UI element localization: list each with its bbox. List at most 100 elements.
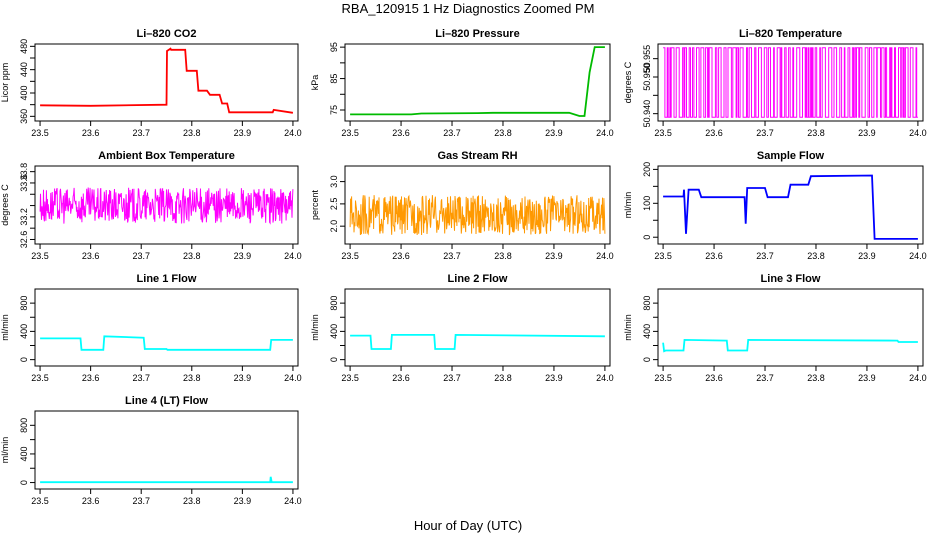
- x-tick-label: 23.7: [756, 128, 774, 138]
- x-tick-label: 23.5: [654, 251, 672, 261]
- x-tick-label: 24.0: [909, 251, 927, 261]
- x-tick-label: 23.7: [132, 373, 150, 383]
- y-axis-label: percent: [310, 189, 320, 220]
- x-tick-label: 24.0: [284, 251, 302, 261]
- panel-line2: Line 2 Flow 23.5 23.6 23.7 23.8 23.9 24.0 0 400 8…: [310, 273, 614, 383]
- panel-title: Line 3 Flow: [761, 273, 821, 285]
- y-tick-label: 400: [19, 446, 29, 461]
- series-line-ambient: [39, 187, 294, 225]
- y-axis-label: ml/min: [310, 314, 320, 341]
- y-tick-label: 0: [329, 357, 339, 362]
- plot-frame: [657, 165, 924, 245]
- plot-frame: [34, 410, 299, 490]
- x-tick-label: 23.6: [82, 251, 100, 261]
- x-tick-label: 23.9: [234, 373, 252, 383]
- x-tick-label: 23.5: [31, 251, 49, 261]
- x-tick-label: 23.8: [183, 373, 201, 383]
- y-axis-label: ml/min: [0, 437, 10, 464]
- y-tick-label: 400: [19, 85, 29, 100]
- x-tick-label: 23.6: [82, 373, 100, 383]
- x-tick-label: 23.7: [443, 128, 461, 138]
- panel-title: Li–820 CO2: [137, 28, 197, 40]
- series-line-line-4: [40, 476, 293, 484]
- x-tick-label: 23.6: [392, 251, 410, 261]
- x-tick-label: 23.5: [341, 128, 359, 138]
- series-line-line-2: [350, 333, 605, 350]
- plot-frame: [344, 43, 611, 122]
- y-tick-label: 800: [19, 418, 29, 433]
- plot-frame: [344, 288, 611, 367]
- x-tick-label: 24.0: [284, 373, 302, 383]
- y-tick-label: 0: [19, 357, 29, 362]
- y-tick-label: 800: [642, 296, 652, 311]
- x-tick-label: 23.5: [654, 128, 672, 138]
- x-tick-label: 23.9: [234, 251, 252, 261]
- series-line-sample: [663, 174, 918, 240]
- x-tick-label: 23.5: [341, 373, 359, 383]
- x-tick-label: 23.7: [132, 128, 150, 138]
- x-tick-label: 23.8: [807, 373, 825, 383]
- x-tick-label: 23.7: [443, 251, 461, 261]
- panel-title: Li–820 Pressure: [435, 28, 519, 40]
- x-tick-label: 23.9: [234, 128, 252, 138]
- x-tick-label: 23.7: [756, 251, 774, 261]
- x-tick-label: 23.8: [494, 128, 512, 138]
- y-tick-label: 3.0: [329, 175, 339, 188]
- plot-frame: [34, 165, 299, 245]
- x-tick-label: 23.5: [341, 251, 359, 261]
- x-tick-label: 24.0: [596, 251, 614, 261]
- plot-frame: [344, 165, 611, 245]
- y-axis-label: degrees C: [0, 184, 10, 226]
- series-line-co2: [40, 47, 294, 114]
- panel-title: Li–820 Temperature: [739, 28, 842, 40]
- x-tick-label: 24.0: [284, 496, 302, 506]
- x-tick-label: 23.9: [858, 373, 876, 383]
- y-tick-label: 2.5: [329, 198, 339, 211]
- y-axis-label: ml/min: [0, 314, 10, 341]
- y-tick-label: 440: [19, 62, 29, 77]
- x-tick-label: 23.9: [234, 496, 252, 506]
- y-tick-label: 480: [19, 39, 29, 54]
- x-tick-label: 23.8: [183, 496, 201, 506]
- y-tick-label: 200: [642, 162, 652, 177]
- panel-line4: Line 4 (LT) Flow 23.5 23.6 23.7 23.8 23.9 24.0…: [0, 395, 302, 506]
- series-line-pressure: [350, 46, 605, 117]
- y-tick-label: 0: [642, 235, 652, 240]
- y-tick-label: 33.8: [19, 163, 29, 181]
- y-tick-label: 800: [19, 296, 29, 311]
- x-tick-label: 23.6: [705, 251, 723, 261]
- panel-ambient_temp: Ambient Box Temperature 23.5 23.6 23.7 23.8 2…: [0, 150, 302, 261]
- panel-pressure: Li–820 Pressure 23.5 23.6 23.7 23.8 23.9 24.0 7…: [310, 28, 614, 138]
- series-line-line-3: [662, 338, 918, 353]
- panel-title: Ambient Box Temperature: [98, 150, 235, 162]
- y-tick-label: 50.955: [642, 45, 652, 73]
- y-tick-label: 400: [329, 324, 339, 339]
- x-tick-label: 23.7: [756, 373, 774, 383]
- panel-rh: Gas Stream RH 23.5 23.6 23.7 23.8 23.9 24.0 2.0…: [310, 150, 614, 261]
- x-tick-label: 23.6: [82, 496, 100, 506]
- x-tick-label: 23.8: [807, 251, 825, 261]
- x-tick-label: 23.5: [31, 373, 49, 383]
- plot-frame: [657, 43, 924, 122]
- x-tick-label: 23.8: [807, 128, 825, 138]
- x-tick-label: 24.0: [909, 128, 927, 138]
- x-tick-label: 23.7: [443, 373, 461, 383]
- panel-title: Gas Stream RH: [437, 150, 517, 162]
- y-axis-label: ml/min: [623, 314, 633, 341]
- y-tick-label: 400: [19, 324, 29, 339]
- panel-title: Line 1 Flow: [137, 273, 197, 285]
- panel-line1: Line 1 Flow 23.5 23.6 23.7 23.8 23.9 24.0 0 400 8…: [0, 273, 302, 383]
- y-tick-label: 2.0: [329, 220, 339, 233]
- y-tick-label: 50.940: [642, 100, 652, 128]
- plot-frame: [34, 288, 299, 367]
- x-tick-label: 24.0: [596, 128, 614, 138]
- x-tick-label: 24.0: [284, 128, 302, 138]
- series-line-line-1: [40, 335, 293, 351]
- x-tick-label: 23.9: [545, 128, 563, 138]
- y-tick-label: 800: [329, 296, 339, 311]
- x-axis-title: Hour of Day (UTC): [413, 518, 523, 533]
- x-tick-label: 23.9: [545, 251, 563, 261]
- y-tick-label: 85: [329, 74, 339, 84]
- y-axis-label: ml/min: [623, 192, 633, 219]
